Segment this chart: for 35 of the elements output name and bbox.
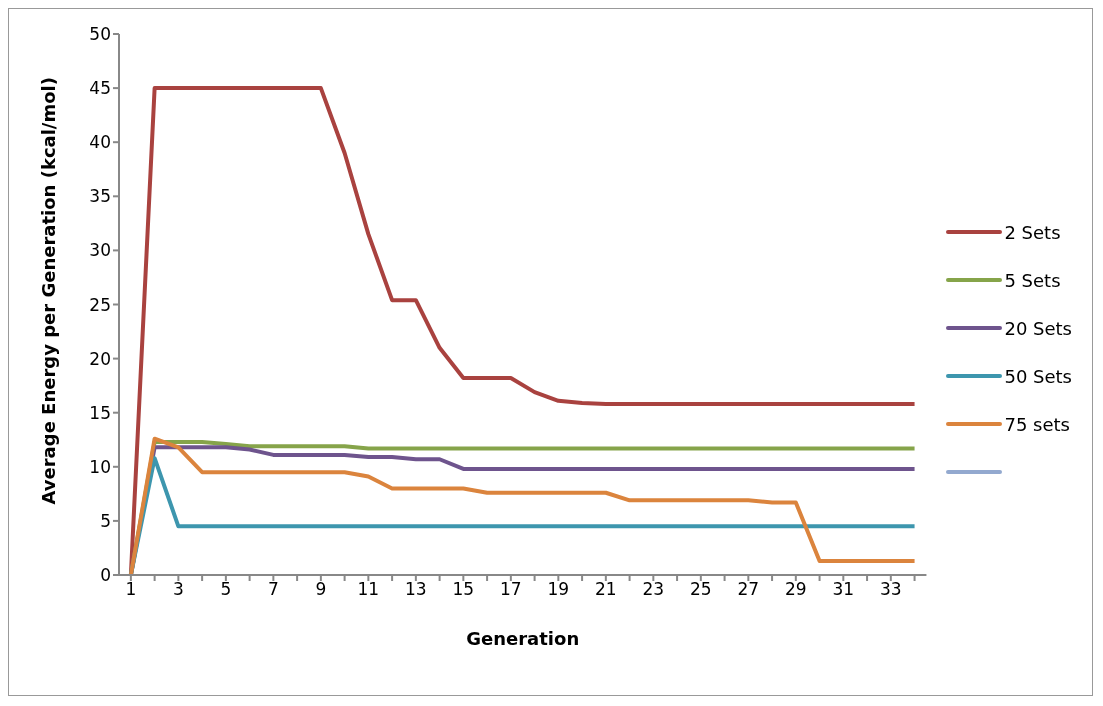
x-tick-label: 27 <box>737 579 760 600</box>
y-tick-label: 45 <box>89 78 111 99</box>
y-axis-title: Average Energy per Generation (kcal/mol) <box>38 77 60 505</box>
legend-label: 75 sets <box>1004 413 1070 435</box>
y-tick-label: 50 <box>89 24 111 45</box>
x-tick-label: 5 <box>220 579 232 600</box>
y-tick-label: 35 <box>89 186 111 207</box>
y-tick-label: 30 <box>89 240 111 261</box>
x-tick-label: 25 <box>690 579 712 600</box>
legend-label: 5 Sets <box>1004 269 1061 291</box>
y-tick-label: 25 <box>89 294 111 315</box>
x-tick-label: 31 <box>832 579 855 600</box>
x-tick-label: 7 <box>267 579 279 600</box>
y-tick-label: 40 <box>89 132 111 153</box>
legend-label: 50 Sets <box>1004 365 1072 387</box>
x-tick-label: 17 <box>500 579 522 600</box>
y-tick-label: 5 <box>100 510 111 531</box>
x-axis-title: Generation <box>466 628 580 649</box>
x-tick-label: 33 <box>879 579 902 600</box>
y-tick-label: 20 <box>89 348 111 369</box>
x-tick-label: 1 <box>125 579 137 600</box>
x-tick-label: 23 <box>642 579 665 600</box>
y-tick-label: 0 <box>100 565 111 586</box>
x-tick-label: 29 <box>785 579 807 600</box>
y-tick-label: 10 <box>89 456 111 477</box>
x-tick-label: 19 <box>547 579 570 600</box>
x-tick-label: 11 <box>357 579 380 600</box>
y-tick-label: 15 <box>89 402 111 423</box>
x-tick-label: 9 <box>315 579 327 600</box>
x-tick-label: 21 <box>595 579 617 600</box>
legend-label: 2 Sets <box>1004 221 1061 243</box>
x-tick-label: 15 <box>452 579 475 600</box>
legend-label: 20 Sets <box>1004 317 1072 339</box>
x-tick-label: 3 <box>172 579 184 600</box>
x-tick-label: 13 <box>405 579 427 600</box>
